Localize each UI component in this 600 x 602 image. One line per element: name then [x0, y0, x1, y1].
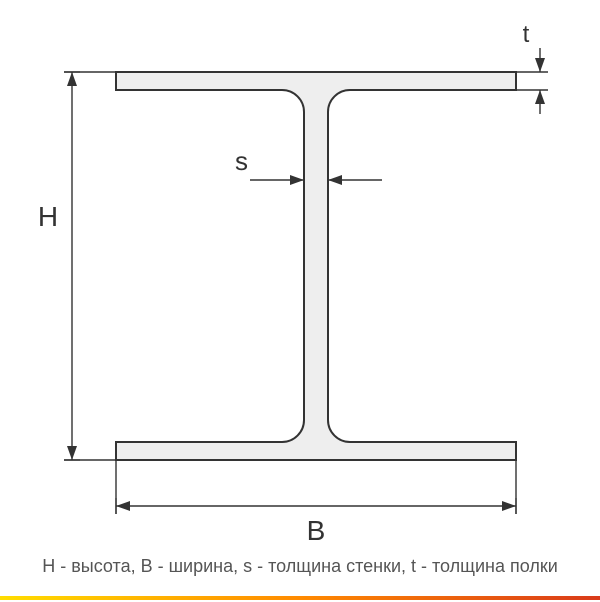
svg-text:B: B [307, 515, 326, 546]
ibeam-shape [116, 72, 516, 460]
svg-text:H: H [38, 201, 58, 232]
svg-text:t: t [523, 21, 530, 48]
legend-caption: H - высота, B - ширина, s - толщина стен… [0, 556, 600, 577]
gradient-bar [0, 596, 600, 600]
svg-text:s: s [235, 146, 248, 176]
diagram-canvas: H Bs t H - высота, B - ширина, s - толщина… [0, 0, 600, 602]
ibeam-svg: H Bs t [0, 0, 600, 602]
